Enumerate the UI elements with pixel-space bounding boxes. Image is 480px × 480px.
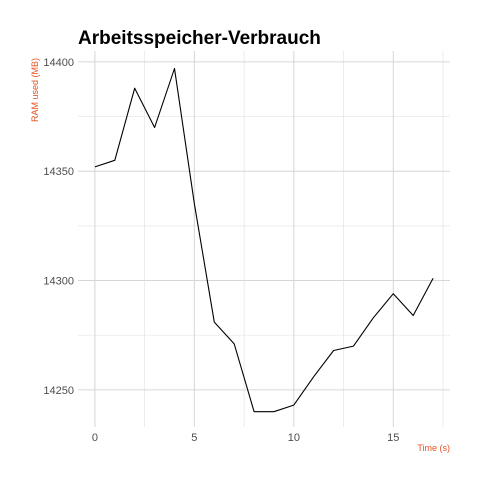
y-axis-title: RAM used (MB) [30, 58, 40, 122]
x-tick-label: 15 [387, 432, 399, 444]
y-axis-ticks: 14250 14300 14350 14400 [43, 57, 74, 397]
y-tick-label: 14250 [43, 385, 74, 397]
chart-title: Arbeitsspeicher-Verbrauch [78, 28, 321, 49]
grid [78, 51, 450, 427]
x-tick-label: 0 [92, 432, 98, 444]
y-tick-label: 14400 [43, 57, 74, 69]
x-axis-ticks: 0 5 10 15 [92, 432, 400, 444]
series-line [94, 67, 434, 413]
x-tick-label: 10 [288, 432, 300, 444]
x-axis-title: Time (s) [417, 443, 450, 453]
x-tick-label: 5 [191, 432, 197, 444]
y-tick-label: 14300 [43, 276, 74, 288]
y-tick-label: 14350 [43, 166, 74, 178]
